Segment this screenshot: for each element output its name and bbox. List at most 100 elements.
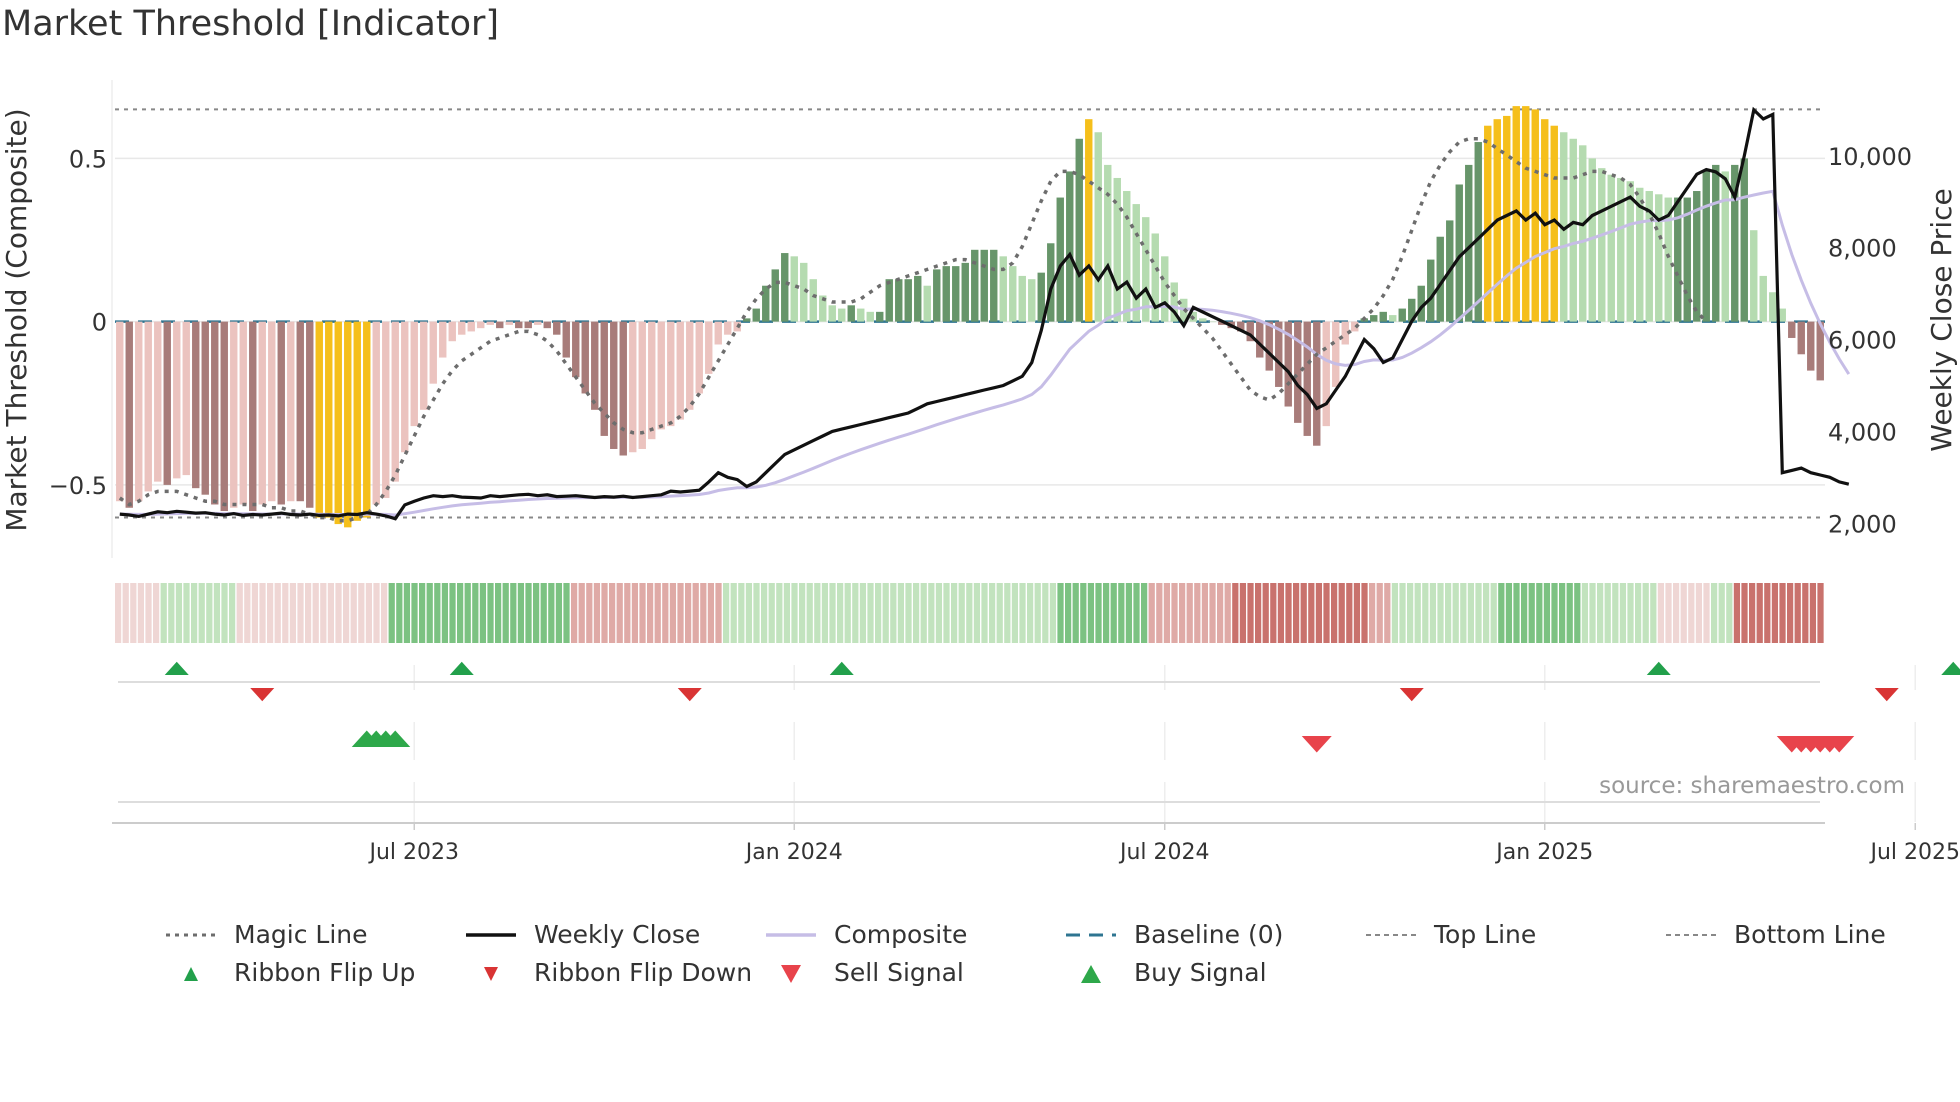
ribbon-cell (540, 583, 547, 643)
composite-bar (258, 321, 266, 505)
ribbon-cell (373, 583, 380, 643)
composite-bar (591, 321, 599, 410)
ribbon-cell (251, 583, 259, 643)
composite-bar (781, 253, 789, 322)
ribbon-cell (1589, 583, 1596, 643)
composite-bar (1265, 321, 1273, 371)
x-tick-label: Jul 2024 (1118, 840, 1210, 865)
ribbon-cell (973, 583, 981, 643)
ribbon-cell (966, 583, 973, 643)
composite-bar (1807, 321, 1815, 371)
ribbon-cell (1019, 583, 1026, 643)
y2-tick-label: 6,000 (1828, 327, 1897, 355)
composite-bar (448, 321, 456, 342)
y-axis-label: Market Threshold (Composite) (0, 108, 33, 531)
ribbon-cell (1057, 583, 1064, 643)
ribbon-cell (555, 583, 563, 643)
ribbon-cell (282, 583, 289, 643)
legend-symbol-top (1366, 933, 1416, 936)
ribbon-cell (388, 583, 395, 643)
ribbon-cell (1771, 583, 1779, 643)
composite-bar (220, 321, 228, 512)
axes: 0.5 0 −0.5 10,000 8,000 6,000 4,000 2,000 (49, 143, 1912, 538)
composite-bar (1655, 194, 1663, 322)
composite-bar (505, 321, 513, 325)
ribbon-flip-up-marker (1646, 661, 1671, 675)
composite-bar (1759, 275, 1767, 322)
ribbon-cell (1148, 583, 1155, 643)
ribbon-cell (1346, 583, 1353, 643)
composite-bar (1056, 197, 1064, 322)
ribbon-cell (517, 583, 525, 643)
composite-bar (629, 321, 637, 453)
composite-bar (315, 321, 323, 518)
composite-bar (524, 321, 532, 329)
ribbon-cell (1513, 583, 1520, 643)
composite-bar (543, 321, 551, 329)
ribbon-flip-down-marker (1399, 688, 1424, 702)
composite-bar (1436, 236, 1444, 322)
composite-bar (895, 279, 903, 322)
composite-bar (1683, 197, 1691, 322)
ribbon-cell (905, 583, 912, 643)
legend-symbol-flip_up (184, 966, 198, 981)
ribbon-cell (1802, 583, 1809, 643)
ribbon-cell (1186, 583, 1193, 643)
composite-bar (914, 275, 922, 322)
composite-bar (1674, 197, 1682, 322)
composite-bar (1246, 321, 1254, 342)
ribbon-cell (890, 583, 897, 643)
composite-bar (353, 321, 361, 521)
y2-tick-label: 4,000 (1828, 418, 1897, 446)
legend-symbol-buy (1081, 964, 1101, 983)
ribbon-cell (1080, 583, 1087, 643)
x-tick-label: Jul 2025 (1868, 840, 1960, 865)
ribbon-cell (1437, 583, 1444, 643)
y2-axis-label: Weekly Close Price (1925, 188, 1958, 451)
ribbon-cell (601, 583, 608, 643)
y-tick-label: 0.5 (69, 145, 107, 173)
ribbon-cell (928, 583, 935, 643)
composite-bar (686, 321, 694, 410)
ribbon-cell (548, 583, 555, 643)
composite-bar (306, 321, 314, 508)
composite-bar (1712, 164, 1720, 322)
composite-bar (705, 321, 713, 374)
composite-bar (1769, 292, 1777, 322)
composite-bar (135, 321, 143, 502)
ribbon-cell (198, 583, 205, 643)
composite-line (119, 189, 1851, 517)
ribbon-cell (1452, 583, 1459, 643)
composite-bar (1408, 298, 1416, 322)
ribbon-cell (206, 583, 213, 643)
composite-bar (477, 321, 485, 329)
composite-bar (885, 279, 893, 322)
ribbon-cell (1034, 583, 1041, 643)
ribbon-cell (1741, 583, 1748, 643)
ribbon-cell (1407, 583, 1414, 643)
ribbon-cell (1779, 583, 1786, 643)
composite-bar (1569, 138, 1577, 322)
ribbon-cell (1460, 583, 1467, 643)
legend-label: Magic Line (234, 920, 368, 949)
legend-label: Ribbon Flip Down (534, 958, 753, 987)
composite-bar (1417, 285, 1425, 322)
composite-bar (1455, 184, 1463, 322)
x-tick-label: Jan 2025 (1494, 840, 1593, 865)
composite-bar (809, 279, 817, 322)
ribbon-cell (1323, 583, 1330, 643)
ribbon-cell (1597, 583, 1604, 643)
ribbon-cell (441, 583, 449, 643)
composite-bar (420, 321, 428, 410)
legend-marker (1081, 964, 1101, 983)
composite-bar (116, 321, 124, 502)
composite-bar (372, 321, 380, 505)
ribbon-cell (958, 583, 965, 643)
ribbon-cell (358, 583, 365, 643)
composite-bar (876, 311, 884, 322)
ribbon-cell (1247, 583, 1254, 643)
composite-bar (933, 269, 941, 322)
composite-bar (334, 321, 342, 525)
ribbon-cell (647, 583, 654, 643)
ribbon-cell (609, 583, 616, 643)
